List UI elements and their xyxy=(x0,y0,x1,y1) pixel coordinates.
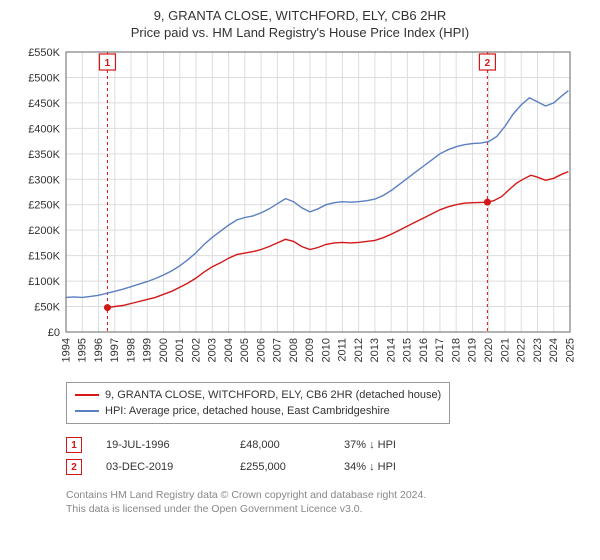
legend-swatch-property xyxy=(75,394,99,396)
svg-text:2003: 2003 xyxy=(207,338,219,362)
svg-text:2015: 2015 xyxy=(402,338,414,362)
svg-text:1994: 1994 xyxy=(60,338,72,362)
legend-label-property: 9, GRANTA CLOSE, WITCHFORD, ELY, CB6 2HR… xyxy=(105,389,441,401)
legend-label-hpi: HPI: Average price, detached house, East… xyxy=(105,405,390,417)
svg-text:1997: 1997 xyxy=(109,338,121,362)
marker-badge-1-label: 1 xyxy=(71,440,77,451)
title-address: 9, GRANTA CLOSE, WITCHFORD, ELY, CB6 2HR xyxy=(16,8,584,23)
svg-text:2004: 2004 xyxy=(223,338,235,362)
svg-text:2010: 2010 xyxy=(320,338,332,362)
svg-text:£150K: £150K xyxy=(28,251,60,263)
svg-text:2011: 2011 xyxy=(337,338,349,362)
svg-text:£0: £0 xyxy=(48,327,60,339)
svg-text:2006: 2006 xyxy=(255,338,267,362)
svg-text:2014: 2014 xyxy=(385,338,397,362)
svg-text:2000: 2000 xyxy=(158,338,170,362)
svg-text:2013: 2013 xyxy=(369,338,381,362)
svg-text:2021: 2021 xyxy=(499,338,511,362)
svg-text:£200K: £200K xyxy=(28,225,60,237)
footnote-line1: Contains HM Land Registry data © Crown c… xyxy=(66,488,584,502)
svg-text:2024: 2024 xyxy=(548,338,560,362)
chart-plot: £0 £50K £100K £150K £200K £250K £300K £350K £400… xyxy=(16,46,584,376)
svg-text:1999: 1999 xyxy=(142,338,154,362)
chart-svg: £0 £50K £100K £150K £200K £250K £300K £350K £400… xyxy=(16,46,584,376)
svg-text:2016: 2016 xyxy=(418,338,430,362)
svg-text:1998: 1998 xyxy=(125,338,137,362)
svg-text:2017: 2017 xyxy=(434,338,446,362)
marker-1-date: 19-JUL-1996 xyxy=(106,439,216,451)
marker-1-price: £48,000 xyxy=(240,439,320,451)
title-subtitle: Price paid vs. HM Land Registry's House … xyxy=(16,25,584,40)
marker-2-date: 03-DEC-2019 xyxy=(106,461,216,473)
svg-text:£50K: £50K xyxy=(34,302,60,314)
svg-text:£350K: £350K xyxy=(28,149,60,161)
marker-2-hpi: 34% ↓ HPI xyxy=(344,461,444,473)
marker-1-hpi: 37% ↓ HPI xyxy=(344,439,444,451)
svg-text:£300K: £300K xyxy=(28,174,60,186)
svg-text:£400K: £400K xyxy=(28,123,60,135)
legend: 9, GRANTA CLOSE, WITCHFORD, ELY, CB6 2HR… xyxy=(66,382,450,424)
marker-row-1: 1 19-JUL-1996 £48,000 37% ↓ HPI xyxy=(66,434,584,456)
marker-2-price: £255,000 xyxy=(240,461,320,473)
legend-row-property: 9, GRANTA CLOSE, WITCHFORD, ELY, CB6 2HR… xyxy=(75,387,441,403)
marker-badge-2-label: 2 xyxy=(71,462,77,473)
svg-text:2007: 2007 xyxy=(272,338,284,362)
footnote-line2: This data is licensed under the Open Gov… xyxy=(66,502,584,516)
legend-row-hpi: HPI: Average price, detached house, East… xyxy=(75,403,441,419)
marker-row-2: 2 03-DEC-2019 £255,000 34% ↓ HPI xyxy=(66,456,584,478)
marker-badge-1: 1 xyxy=(66,437,82,453)
svg-text:2019: 2019 xyxy=(467,338,479,362)
footnote: Contains HM Land Registry data © Crown c… xyxy=(66,488,584,516)
svg-text:1: 1 xyxy=(105,58,111,69)
svg-text:2: 2 xyxy=(485,58,491,69)
svg-text:2001: 2001 xyxy=(174,338,186,362)
legend-swatch-hpi xyxy=(75,410,99,412)
marker-badge-2: 2 xyxy=(66,459,82,475)
svg-text:2002: 2002 xyxy=(190,338,202,362)
svg-text:2025: 2025 xyxy=(564,338,576,362)
svg-text:2023: 2023 xyxy=(532,338,544,362)
svg-text:1996: 1996 xyxy=(93,338,105,362)
svg-text:1995: 1995 xyxy=(77,338,89,362)
svg-text:£500K: £500K xyxy=(28,72,60,84)
svg-text:2020: 2020 xyxy=(483,338,495,362)
svg-text:£100K: £100K xyxy=(28,276,60,288)
svg-text:2018: 2018 xyxy=(450,338,462,362)
chart-container: 9, GRANTA CLOSE, WITCHFORD, ELY, CB6 2HR… xyxy=(0,0,600,560)
svg-text:£450K: £450K xyxy=(28,98,60,110)
svg-text:2022: 2022 xyxy=(516,338,528,362)
svg-text:2008: 2008 xyxy=(288,338,300,362)
marker-table: 1 19-JUL-1996 £48,000 37% ↓ HPI 2 03-DEC… xyxy=(66,434,584,478)
svg-text:2009: 2009 xyxy=(304,338,316,362)
svg-text:2005: 2005 xyxy=(239,338,251,362)
chart-titles: 9, GRANTA CLOSE, WITCHFORD, ELY, CB6 2HR… xyxy=(16,8,584,40)
svg-text:2012: 2012 xyxy=(353,338,365,362)
svg-text:£550K: £550K xyxy=(28,47,60,59)
svg-text:£250K: £250K xyxy=(28,200,60,212)
